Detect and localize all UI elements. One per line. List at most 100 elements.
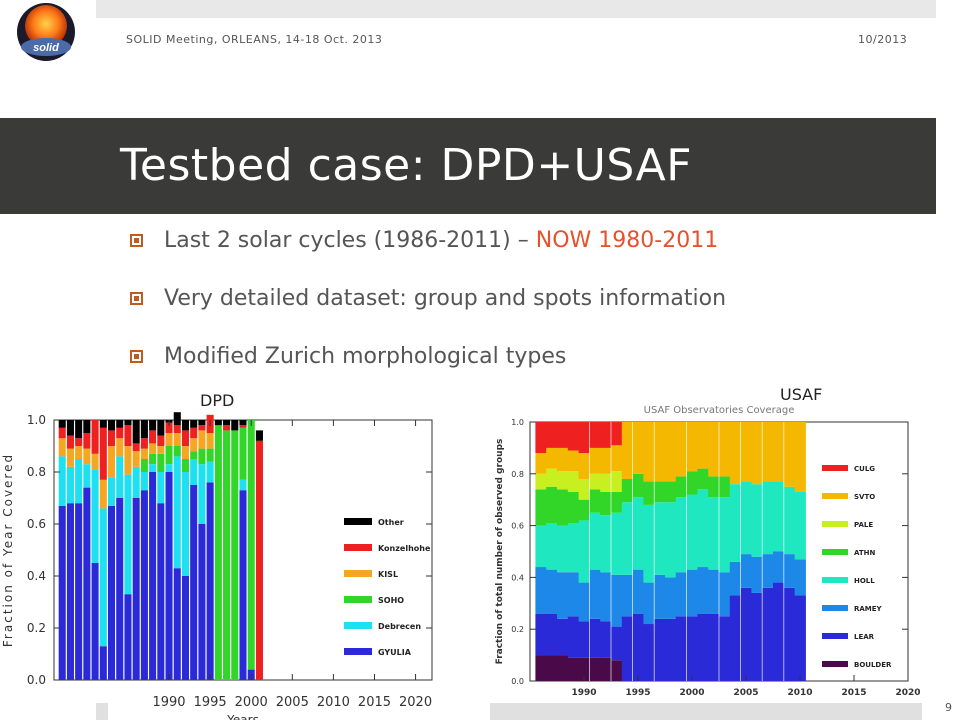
area-segment-holl (686, 494, 698, 570)
bar-segment-gyulia (124, 594, 132, 680)
bullet-item: Modified Zurich morphological types (130, 344, 726, 402)
bar-segment-other (132, 420, 140, 444)
area-segment-athn (643, 481, 655, 505)
bar-segment-other (116, 420, 124, 428)
bar-segment-debrecen (124, 474, 132, 595)
area-segment-athn (654, 481, 666, 503)
area-segment-lear (729, 595, 742, 681)
page-number: 9 (945, 701, 952, 714)
area-segment-svto (589, 447, 601, 474)
bar-segment-konzelhohe (107, 430, 116, 446)
legend-swatch (822, 493, 848, 499)
area-segment-svto (621, 422, 634, 479)
bar-segment-gyulia (83, 487, 91, 680)
area-segment-lear (643, 624, 655, 681)
area-segment-ramey (740, 554, 752, 588)
legend-swatch (822, 633, 848, 639)
area-segment-lear (708, 613, 720, 681)
area-segment-holl (654, 502, 666, 575)
legend-label: Other (378, 518, 404, 527)
area-segment-ramey (708, 569, 720, 614)
bar-segment-debrecen (132, 466, 140, 498)
area-segment-athn (665, 481, 677, 503)
bar-segment-debrecen (239, 479, 247, 491)
legend-swatch (344, 596, 372, 603)
bar-segment-konzelhohe (116, 427, 124, 439)
legend-label: SOHO (378, 596, 404, 605)
bar-segment-debrecen (116, 456, 124, 498)
legend-swatch (344, 518, 372, 525)
bar-segment-other (140, 420, 148, 439)
area-segment-culg (557, 422, 569, 448)
area-segment-svto (557, 447, 569, 472)
bar-segment-kisl (157, 446, 165, 454)
bar-segment-kisl (165, 433, 173, 446)
legend-swatch (822, 549, 848, 555)
area-segment-pale (546, 468, 558, 487)
area-segment-svto (729, 422, 742, 485)
bar-segment-other (223, 420, 231, 426)
area-segment-svto (794, 422, 806, 492)
bar-segment-debrecen (206, 461, 214, 483)
area-segment-holl (719, 497, 731, 573)
x-tick-label: 2020 (895, 688, 920, 698)
bar-segment-debrecen (190, 459, 198, 485)
area-segment-lear (773, 582, 785, 681)
footer-left-bar (96, 703, 108, 720)
legend-label: LEAR (854, 633, 875, 641)
legend-swatch (344, 648, 372, 655)
bar-segment-soho (173, 446, 181, 457)
bar-segment-other (66, 420, 74, 436)
area-segment-lear (578, 621, 590, 658)
area-segment-athn (557, 489, 569, 526)
bar-segment-soho (140, 459, 148, 472)
bar-segment-gyulia (140, 490, 148, 680)
bullet-square-icon (130, 292, 143, 305)
area-segment-holl (567, 523, 580, 573)
slide-date: 10/2013 (858, 33, 908, 46)
area-segment-holl (611, 512, 623, 575)
bar-segment-konzelhohe (149, 430, 157, 444)
bar-segment-soho (206, 448, 214, 462)
bar-segment-soho (239, 427, 247, 480)
bar-segment-other (239, 420, 247, 426)
area-segment-ramey (557, 572, 569, 619)
bar-segment-kisl (83, 448, 91, 465)
area-segment-holl (621, 502, 634, 575)
bar-segment-konzelhohe (58, 427, 66, 439)
area-segment-ramey (697, 567, 709, 614)
area-segment-svto (567, 450, 580, 472)
area-segment-svto (535, 453, 547, 474)
bar-segment-kisl (190, 438, 198, 452)
x-tick-label: 1995 (625, 688, 650, 698)
area-segment-svto (600, 447, 612, 474)
legend-label: KISL (378, 570, 398, 579)
bar-segment-soho (223, 430, 231, 680)
bullet-square-icon (130, 234, 143, 247)
bar-segment-soho (214, 425, 222, 680)
bar-segment-kisl (99, 479, 107, 509)
top-bar (96, 0, 936, 18)
bar-segment-gyulia (198, 524, 206, 680)
bullet-item: Last 2 solar cycles (1986-2011) – NOW 19… (130, 228, 726, 286)
area-segment-ramey (686, 569, 698, 617)
area-segment-svto (686, 422, 698, 472)
area-segment-lear (535, 613, 547, 656)
legend-label: RAMEY (854, 605, 883, 613)
area-segment-holl (578, 520, 590, 583)
area-segment-ramey (632, 569, 644, 614)
area-segment-pale (535, 473, 547, 490)
area-segment-athn (600, 491, 612, 516)
bar-segment-debrecen (107, 477, 116, 506)
area-segment-lear (611, 626, 623, 661)
area-segment-ramey (578, 582, 590, 622)
bar-segment-kisl (198, 430, 206, 449)
x-tick-label: 2015 (358, 695, 391, 710)
bar-segment-konzelhohe (223, 425, 231, 431)
area-segment-boulder (589, 657, 601, 681)
bar-segment-soho (190, 451, 198, 459)
bar-segment-debrecen (99, 508, 107, 647)
area-segment-boulder (546, 655, 558, 681)
area-segment-lear (600, 621, 612, 658)
area-segment-lear (589, 618, 601, 658)
